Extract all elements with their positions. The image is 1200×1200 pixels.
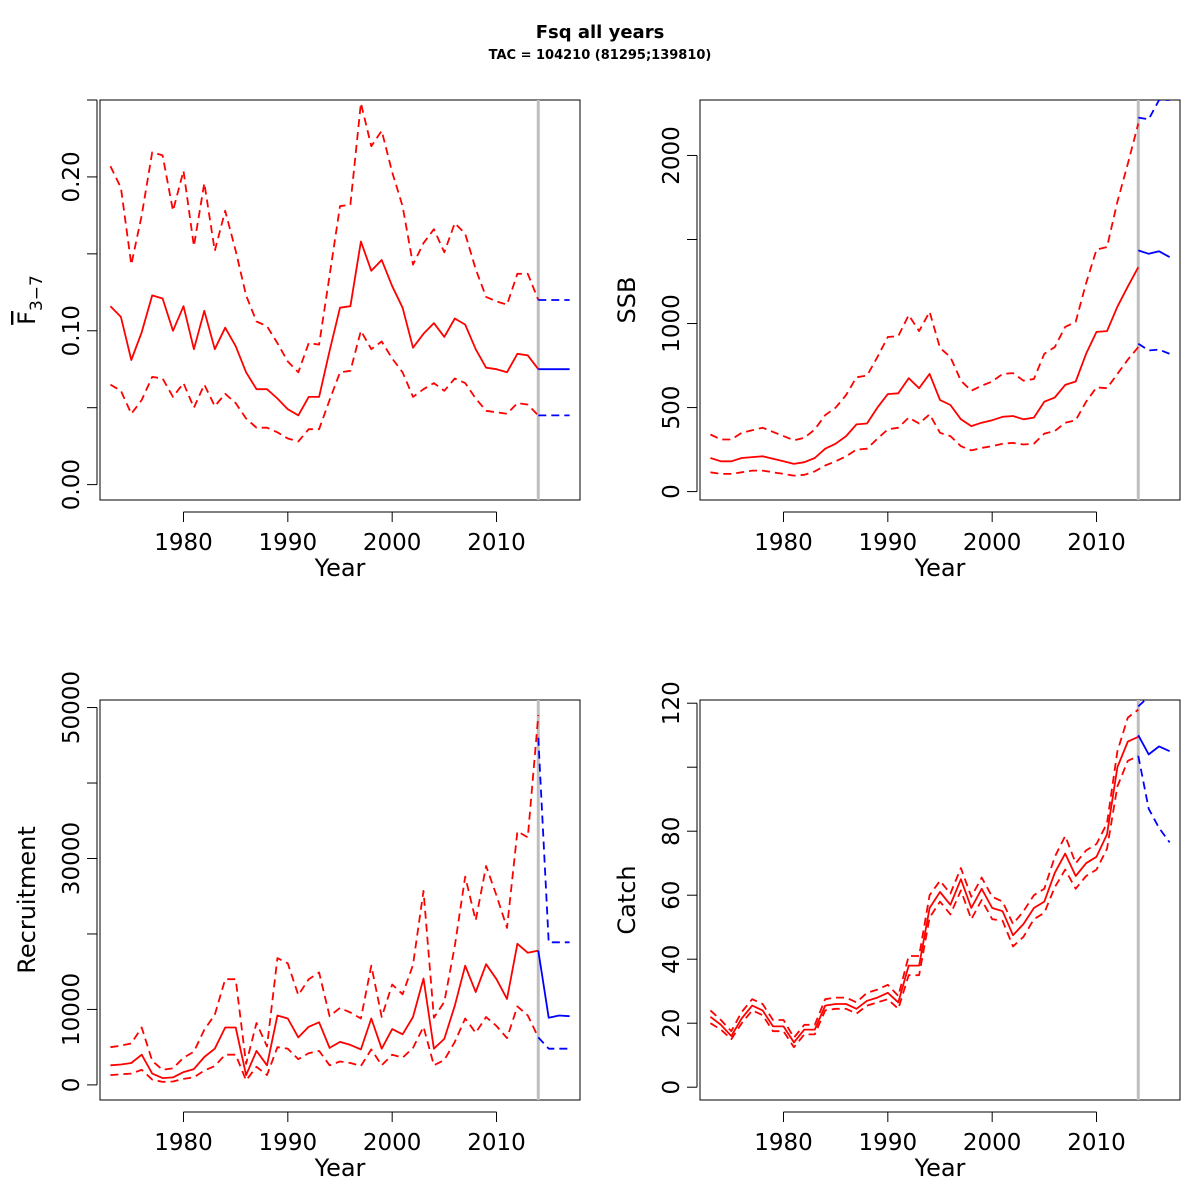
x-tick-label: 1990 [259, 1130, 318, 1156]
y-tick-label: 0.00 [59, 459, 85, 510]
y-tick-label: 0.10 [59, 305, 85, 356]
estimate-ci-line [710, 123, 1140, 442]
forecast-line [537, 950, 570, 1019]
forecast-line [1138, 249, 1171, 258]
panel-recruitment: 1980 1990 2000 2010 0 10000 30000 50000 Year Recr… [13, 671, 581, 1182]
x-axis-label: Year [314, 1154, 366, 1182]
series-group [110, 715, 570, 1083]
y-axis-label: Recruitment [13, 826, 41, 973]
y-axis-label-base: F [13, 311, 41, 325]
forecast-ci-line [1137, 342, 1170, 355]
panel-catch: 1980 1990 2000 2010 0 20 40 60 80 120 Year Catch [613, 681, 1181, 1182]
y-tick-label: 80 [659, 817, 685, 846]
x-axis-label: Year [914, 554, 966, 582]
x-tick-label: 2000 [363, 1130, 422, 1156]
x-tick-label: 1980 [754, 1130, 813, 1156]
x-tick-label: 1980 [154, 1130, 213, 1156]
estimate-line [110, 942, 539, 1079]
figure-title: Fsq all years [535, 22, 665, 43]
forecast-ci-line [1138, 100, 1170, 121]
estimate-ci-line [109, 329, 539, 443]
series-group [710, 100, 1171, 477]
y-tick-label: 120 [659, 681, 685, 725]
x-tick-label: 2000 [963, 530, 1022, 556]
x-axis-label: Year [314, 554, 366, 582]
figure-subtitle: TAC = 104210 (81295;139810) [488, 48, 712, 63]
forecast-ci-line [1137, 700, 1147, 708]
estimate-line [709, 735, 1139, 1044]
estimate-line [109, 240, 540, 417]
plot-frame [699, 699, 1181, 1101]
estimate-ci-line [710, 346, 1139, 477]
y-tick-label: 500 [659, 386, 685, 430]
forecast-ci-line [537, 1036, 570, 1050]
y-axis-label: F3−7 [13, 275, 47, 325]
estimate-ci-line [709, 708, 1139, 1039]
series-group [109, 102, 570, 443]
x-tick-label: 1980 [154, 530, 213, 556]
estimate-ci-line [709, 755, 1139, 1049]
forecast-ci-line [537, 737, 570, 944]
x-tick-label: 1980 [754, 530, 813, 556]
y-tick-label: 20 [659, 1009, 685, 1038]
x-tick-label: 2000 [363, 530, 422, 556]
y-axis-label-subscript: 3−7 [27, 275, 47, 311]
x-tick-label: 2000 [963, 1130, 1022, 1156]
x-axis-label: Year [914, 1154, 966, 1182]
x-tick-label: 2010 [467, 530, 526, 556]
y-tick-label: 2000 [659, 126, 685, 185]
y-axis-label: SSB [613, 277, 641, 324]
y-tick-label: 0 [59, 1078, 85, 1093]
y-tick-label: 1000 [659, 294, 685, 353]
y-tick-label: 40 [659, 945, 685, 974]
y-tick-label: 0.20 [59, 151, 85, 202]
y-tick-label: 30000 [59, 822, 85, 895]
x-tick-label: 1990 [259, 530, 318, 556]
x-tick-label: 1990 [859, 530, 918, 556]
x-tick-label: 2010 [1067, 1130, 1126, 1156]
x-tick-label: 2010 [1067, 530, 1126, 556]
y-axis-label: Catch [613, 865, 641, 934]
estimate-ci-line [110, 1005, 540, 1083]
plot-frame [99, 99, 581, 501]
plot-frame [99, 699, 581, 1101]
estimate-line [710, 266, 1140, 465]
y-tick-label: 60 [659, 881, 685, 910]
x-tick-label: 2010 [467, 1130, 526, 1156]
y-tick-label: 0 [659, 1080, 685, 1095]
estimate-ci-line [109, 102, 540, 374]
forecast-ci-line [1137, 755, 1171, 843]
x-tick-label: 1990 [859, 1130, 918, 1156]
series-group [709, 700, 1171, 1049]
forecast-line [1137, 734, 1170, 756]
panel-fbar: 1980 1990 2000 2010 0.00 0.10 0.20 Year F3−7 [13, 99, 581, 582]
estimate-ci-line [110, 715, 540, 1071]
y-tick-label: 10000 [59, 973, 85, 1046]
y-tick-label: 50000 [59, 671, 85, 744]
plot-frame [699, 99, 1181, 501]
y-tick-label: 0 [659, 484, 685, 499]
